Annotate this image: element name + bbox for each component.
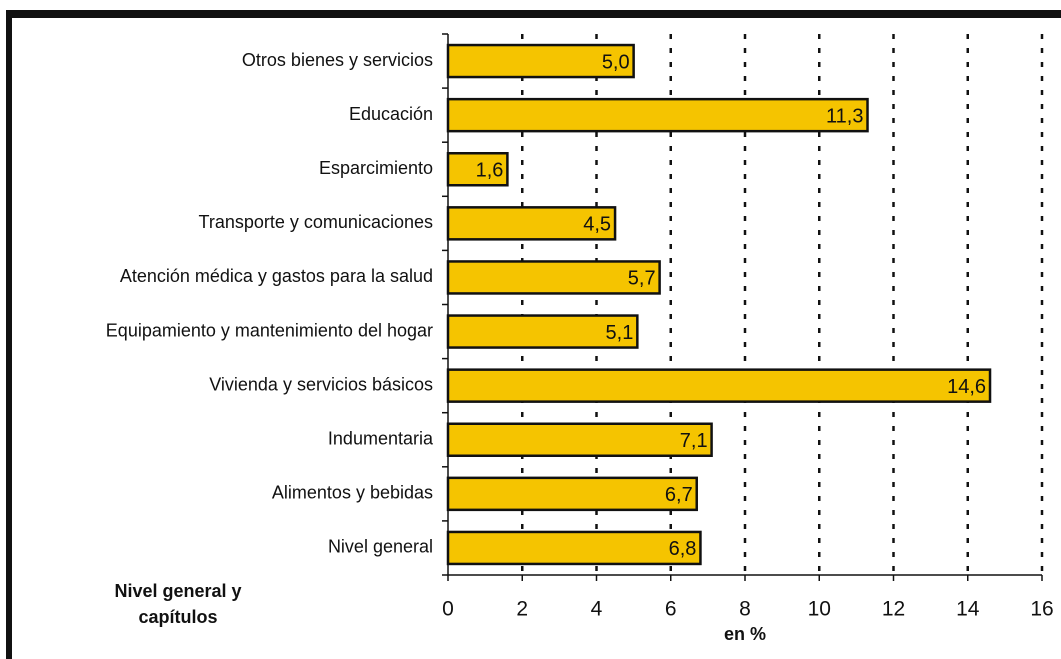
y-tick-label: Esparcimiento	[319, 158, 433, 178]
y-tick-label: Indumentaria	[328, 429, 434, 449]
value-label: 14,6	[947, 376, 986, 398]
bar	[446, 260, 661, 295]
y-axis-title: capítulos	[138, 607, 217, 627]
bar	[446, 43, 635, 79]
value-label: 1,6	[476, 160, 504, 182]
value-label: 6,7	[665, 484, 693, 506]
y-tick-label: Educación	[349, 104, 433, 124]
value-label: 7,1	[680, 430, 708, 452]
y-tick-label: Transporte y comunicaciones	[199, 212, 433, 232]
value-label: 5,1	[606, 322, 634, 344]
bar	[446, 97, 869, 133]
y-tick-label: Atención médica y gastos para la salud	[120, 266, 433, 286]
value-label: 4,5	[583, 214, 611, 236]
x-axis-title: en %	[724, 624, 766, 644]
value-label: 11,3	[826, 105, 863, 127]
y-tick-label: Alimentos y bebidas	[272, 483, 433, 503]
bar	[446, 314, 639, 349]
x-tick-label: 8	[739, 598, 751, 621]
value-label: 5,0	[602, 51, 630, 73]
bar	[446, 530, 702, 566]
x-tick-label: 0	[442, 598, 454, 621]
x-tick-label: 12	[882, 598, 905, 621]
bar	[446, 152, 509, 187]
value-label: 5,7	[628, 268, 656, 290]
x-tick-label: 2	[516, 598, 528, 621]
y-tick-label: Nivel general	[328, 537, 433, 557]
bar	[446, 476, 698, 512]
bar	[446, 206, 617, 241]
bar	[446, 368, 992, 403]
bar	[446, 422, 713, 457]
x-tick-label: 14	[956, 598, 980, 621]
y-tick-label: Equipamiento y mantenimiento del hogar	[106, 320, 433, 340]
y-tick-label: Vivienda y servicios básicos	[209, 374, 433, 394]
value-label: 6,8	[669, 538, 697, 560]
x-tick-label: 6	[665, 598, 677, 621]
x-tick-label: 4	[591, 598, 603, 621]
x-tick-label: 16	[1030, 598, 1053, 621]
y-axis-title: Nivel general y	[114, 581, 241, 601]
x-tick-label: 10	[808, 598, 831, 621]
y-tick-label: Otros bienes y servicios	[242, 50, 433, 70]
